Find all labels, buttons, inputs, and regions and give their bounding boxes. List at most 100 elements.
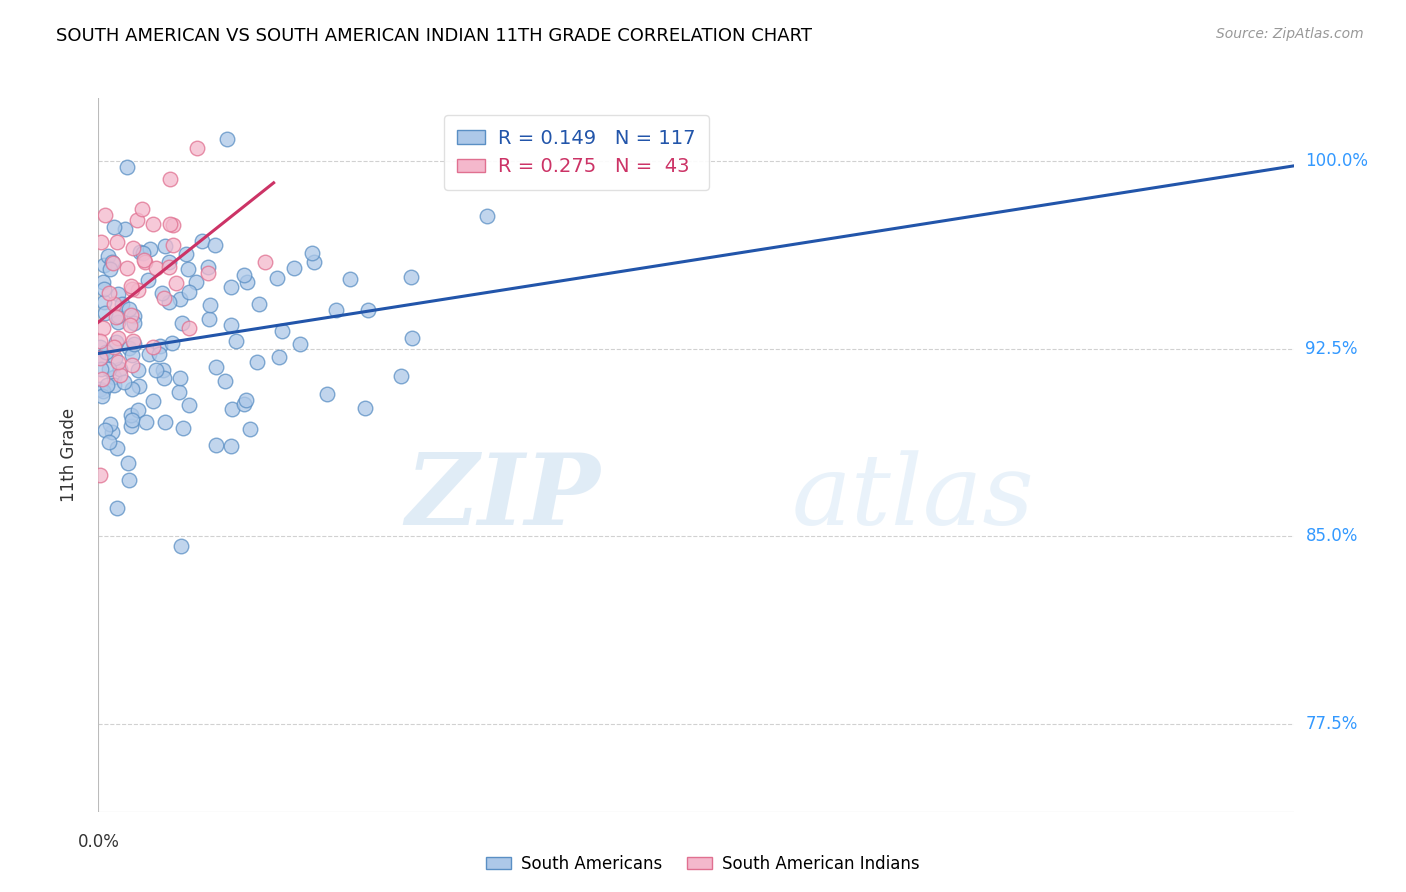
Point	[152, 363, 174, 377]
Point	[475, 209, 498, 223]
Point	[120, 418, 142, 433]
Point	[96, 378, 118, 392]
Point	[111, 297, 134, 311]
Point	[97, 249, 120, 263]
Point	[90, 389, 112, 403]
Point	[142, 340, 165, 354]
Point	[103, 219, 125, 234]
Point	[122, 334, 145, 348]
Point	[107, 287, 129, 301]
Point	[354, 401, 377, 416]
Point	[115, 161, 138, 175]
Point	[204, 238, 226, 252]
Point	[127, 213, 149, 227]
Point	[235, 275, 257, 289]
Point	[177, 262, 200, 277]
Point	[91, 321, 114, 335]
Point	[127, 403, 149, 417]
Point	[159, 217, 181, 231]
Point	[162, 237, 184, 252]
Point	[107, 330, 129, 344]
Point	[93, 282, 115, 296]
Point	[219, 280, 242, 294]
Point	[122, 337, 145, 351]
Point	[107, 354, 129, 368]
Point	[139, 243, 162, 257]
Point	[153, 239, 176, 253]
Point	[114, 222, 136, 236]
Point	[101, 425, 124, 439]
Point	[93, 208, 115, 222]
Point	[283, 260, 305, 275]
Point	[105, 334, 128, 349]
Point	[101, 254, 124, 268]
Point	[94, 345, 117, 359]
Point	[118, 341, 141, 355]
Point	[91, 372, 114, 386]
Point	[103, 370, 125, 384]
Point	[118, 301, 141, 316]
Point	[138, 347, 160, 361]
Point	[93, 258, 115, 272]
Point	[103, 296, 125, 310]
Point	[115, 261, 138, 276]
Point	[266, 271, 288, 285]
Text: 100.0%: 100.0%	[1305, 152, 1368, 169]
Point	[138, 273, 160, 287]
Point	[121, 382, 143, 396]
Point	[121, 413, 143, 427]
Point	[142, 217, 165, 231]
Point	[215, 132, 238, 146]
Point	[108, 362, 131, 376]
Point	[90, 235, 112, 249]
Point	[120, 408, 142, 422]
Point	[90, 350, 112, 364]
Point	[177, 285, 200, 300]
Point	[401, 269, 423, 284]
Point	[301, 245, 323, 260]
Point	[153, 292, 176, 306]
Point	[132, 252, 155, 267]
Point	[235, 392, 257, 407]
Point	[89, 382, 111, 396]
Point	[302, 254, 325, 268]
Point	[225, 334, 247, 348]
Point	[105, 235, 128, 249]
Point	[190, 235, 212, 249]
Point	[157, 294, 180, 309]
Point	[148, 347, 170, 361]
Legend: South Americans, South American Indians: South Americans, South American Indians	[479, 848, 927, 880]
Point	[325, 302, 347, 317]
Point	[233, 268, 256, 282]
Point	[401, 331, 423, 345]
Point	[121, 282, 143, 296]
Point	[107, 309, 129, 323]
Point	[131, 245, 153, 260]
Point	[232, 397, 254, 411]
Point	[124, 317, 146, 331]
Point	[103, 378, 125, 392]
Point	[389, 368, 412, 383]
Point	[159, 260, 181, 274]
Point	[94, 423, 117, 437]
Point	[162, 219, 184, 233]
Point	[290, 337, 312, 351]
Y-axis label: 11th Grade: 11th Grade	[59, 408, 77, 502]
Point	[107, 315, 129, 329]
Text: atlas: atlas	[792, 450, 1035, 545]
Point	[118, 318, 141, 333]
Point	[167, 384, 190, 399]
Point	[105, 500, 128, 515]
Point	[89, 468, 111, 483]
Point	[159, 172, 181, 186]
Point	[108, 368, 131, 383]
Point	[267, 350, 290, 364]
Point	[219, 439, 242, 453]
Point	[128, 379, 150, 393]
Point	[214, 374, 236, 388]
Point	[197, 260, 219, 274]
Legend: R = 0.149   N = 117, R = 0.275   N =  43: R = 0.149 N = 117, R = 0.275 N = 43	[444, 115, 709, 190]
Point	[247, 297, 270, 311]
Point	[118, 473, 141, 487]
Point	[179, 398, 201, 412]
